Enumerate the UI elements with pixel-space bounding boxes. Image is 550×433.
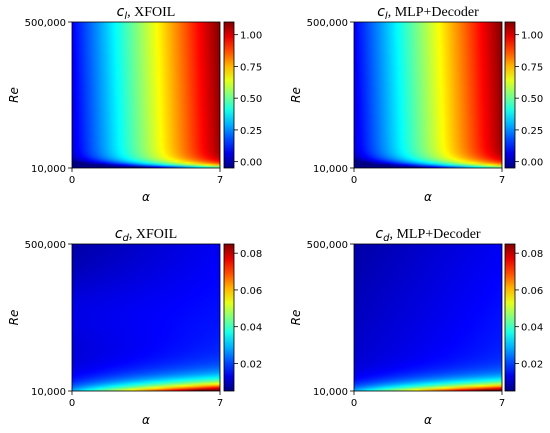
x-tick-label: 7 <box>499 398 505 409</box>
x-axis-label: α <box>142 190 150 204</box>
title-text: , XFOIL <box>127 5 175 20</box>
title-subscript: l <box>385 11 388 22</box>
plot-frame <box>71 243 221 392</box>
heatmap-image <box>72 244 220 391</box>
x-tick-label: 7 <box>217 398 223 409</box>
colorbar-tick-label: 0.75 <box>240 62 262 73</box>
title-symbol: c <box>377 4 385 20</box>
plot-frame <box>353 21 503 169</box>
x-tick-label: 0 <box>69 398 75 409</box>
colorbar-tick-label: 0.06 <box>240 286 262 297</box>
x-tick-label: 7 <box>217 175 223 186</box>
title-symbol: c <box>117 4 125 20</box>
chart-panel-4: cd, MLP+Decoder 0 7 α 10,000 500,000 Re 0.02 0.0… <box>289 226 543 427</box>
title-symbol: c <box>115 226 123 242</box>
title-text: , MLP+Decoder <box>388 5 479 20</box>
y-tick-label: 500,000 <box>25 240 66 251</box>
heatmap-image <box>72 22 220 168</box>
title-subscript: d <box>383 233 390 244</box>
colorbar-tick-label: 0.00 <box>521 158 543 169</box>
title-text: , XFOIL <box>129 227 177 242</box>
y-axis-label: Re <box>7 310 21 326</box>
x-tick-label: 0 <box>351 398 357 409</box>
chart-panel-2: cl, MLP+Decoder 0 7 α 10,000 500,000 Re 0.00 0.2… <box>289 4 543 204</box>
y-axis-label: Re <box>289 87 303 103</box>
colorbar <box>223 21 235 169</box>
y-tick-label: 10,000 <box>31 164 66 175</box>
plot-frame <box>353 243 503 392</box>
chart-title: cd, XFOIL <box>115 226 177 244</box>
colorbar <box>223 243 235 392</box>
colorbar-tick-label: 1.00 <box>521 31 543 42</box>
colorbar-tick-label: 0.06 <box>521 286 543 297</box>
colorbar-tick-label: 1.00 <box>240 31 262 42</box>
y-axis-label: Re <box>289 310 303 326</box>
title-subscript: d <box>123 233 130 244</box>
colorbar-tick-label: 0.75 <box>521 62 543 73</box>
y-axis-label: Re <box>7 87 21 103</box>
colorbar-tick-label: 0.08 <box>521 249 543 260</box>
x-axis-label: α <box>142 413 150 427</box>
y-tick-label: 500,000 <box>307 240 348 251</box>
colorbar-tick-label: 0.04 <box>240 323 262 334</box>
chart-title: cl, MLP+Decoder <box>377 4 479 22</box>
colorbar-tick-label: 0.25 <box>521 126 543 137</box>
colorbar-tick-label: 0.08 <box>240 249 262 260</box>
y-tick-label: 10,000 <box>313 164 348 175</box>
title-text: , MLP+Decoder <box>389 227 480 242</box>
chart-panel-1: cl, XFOIL 0 7 α 10,000 500,000 Re 0.00 0.25 0.50 0… <box>7 4 262 204</box>
colorbar-tick-label: 0.02 <box>521 359 543 370</box>
x-tick-label: 0 <box>351 175 357 186</box>
chart-title: cd, MLP+Decoder <box>375 226 480 244</box>
colorbar-tick-label: 0.02 <box>240 359 262 370</box>
x-tick-label: 0 <box>69 175 75 186</box>
title-subscript: l <box>124 11 127 22</box>
colorbar-tick-label: 0.25 <box>240 126 262 137</box>
title-symbol: c <box>375 226 383 242</box>
plot-frame <box>71 21 221 169</box>
y-tick-label: 10,000 <box>313 387 348 398</box>
x-axis-label: α <box>424 190 432 204</box>
colorbar-tick-label: 0.50 <box>240 94 262 105</box>
heatmap-image <box>354 22 502 168</box>
x-tick-label: 7 <box>499 175 505 186</box>
chart-title: cl, XFOIL <box>117 4 176 22</box>
heatmap-image <box>354 244 502 391</box>
y-tick-label: 500,000 <box>307 18 348 29</box>
colorbar-tick-label: 0.50 <box>521 94 543 105</box>
colorbar <box>504 21 516 169</box>
y-tick-label: 10,000 <box>31 387 66 398</box>
colorbar <box>504 243 516 392</box>
colorbar-tick-label: 0.00 <box>240 158 262 169</box>
chart-panel-3: cd, XFOIL 0 7 α 10,000 500,000 Re 0.02 0.04 0.06 0… <box>7 226 262 427</box>
colorbar-tick-label: 0.04 <box>521 323 543 334</box>
y-tick-label: 500,000 <box>25 18 66 29</box>
x-axis-label: α <box>424 413 432 427</box>
